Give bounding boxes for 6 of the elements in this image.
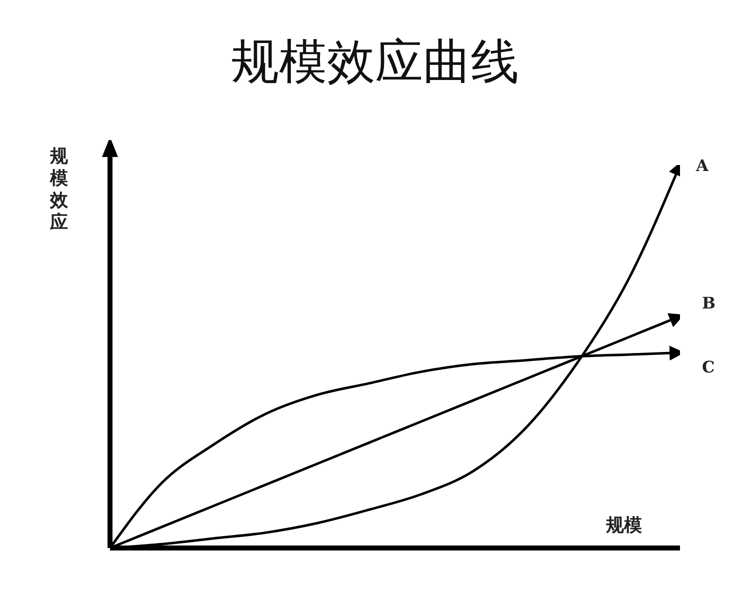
chart-title: 规模效应曲线: [230, 33, 520, 92]
series-label: A: [695, 156, 709, 175]
series-label: B: [702, 293, 716, 312]
series-label: C: [702, 358, 715, 377]
y-axis-title: 规模效应: [50, 146, 69, 234]
x-axis-title: 规模: [606, 514, 642, 537]
